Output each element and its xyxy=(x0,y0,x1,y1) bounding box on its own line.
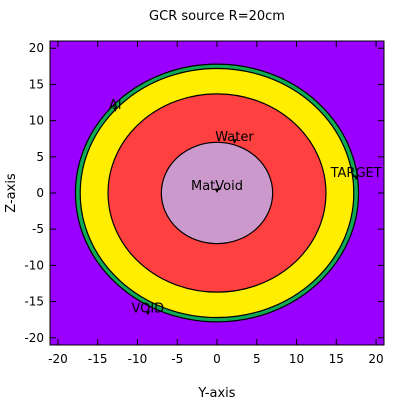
label-marker-void xyxy=(145,310,151,316)
y-tick-label: 20 xyxy=(29,41,44,55)
y-tick-label: -5 xyxy=(32,222,44,236)
x-tick-label: -20 xyxy=(48,352,68,366)
label-marker-matvoid xyxy=(214,188,220,193)
x-tick-label: -5 xyxy=(171,352,183,366)
x-tick-label: 5 xyxy=(253,352,261,366)
y-axis-label: Z-axis xyxy=(4,173,19,213)
x-axis-label: Y-axis xyxy=(197,386,235,401)
label-marker-al xyxy=(112,107,118,112)
y-tick-label: 10 xyxy=(29,114,44,128)
label-marker-target xyxy=(353,175,359,180)
label-marker-water xyxy=(231,139,237,144)
region-label-al: Al xyxy=(109,98,122,113)
region-label-water: Water xyxy=(215,130,254,145)
y-tick-label: 0 xyxy=(36,186,44,200)
x-tick-label: 15 xyxy=(329,352,344,366)
chart-title: GCR source R=20cm xyxy=(149,9,285,24)
region-label-matvoid: MatVoid xyxy=(191,179,243,194)
x-tick-label: 20 xyxy=(368,352,383,366)
x-tick-label: 0 xyxy=(213,352,221,366)
y-tick-label: -15 xyxy=(24,295,44,309)
y-tick-label: -10 xyxy=(24,258,44,272)
y-tick-label: 5 xyxy=(36,150,44,164)
region-label-void: VOID xyxy=(131,301,164,316)
x-tick-label: -10 xyxy=(128,352,148,366)
y-tick-label: 15 xyxy=(29,77,44,91)
x-tick-label: 10 xyxy=(289,352,304,366)
x-tick-label: -15 xyxy=(88,352,108,366)
region-label-target: TARGET xyxy=(330,166,382,181)
y-tick-label: -20 xyxy=(24,331,44,345)
